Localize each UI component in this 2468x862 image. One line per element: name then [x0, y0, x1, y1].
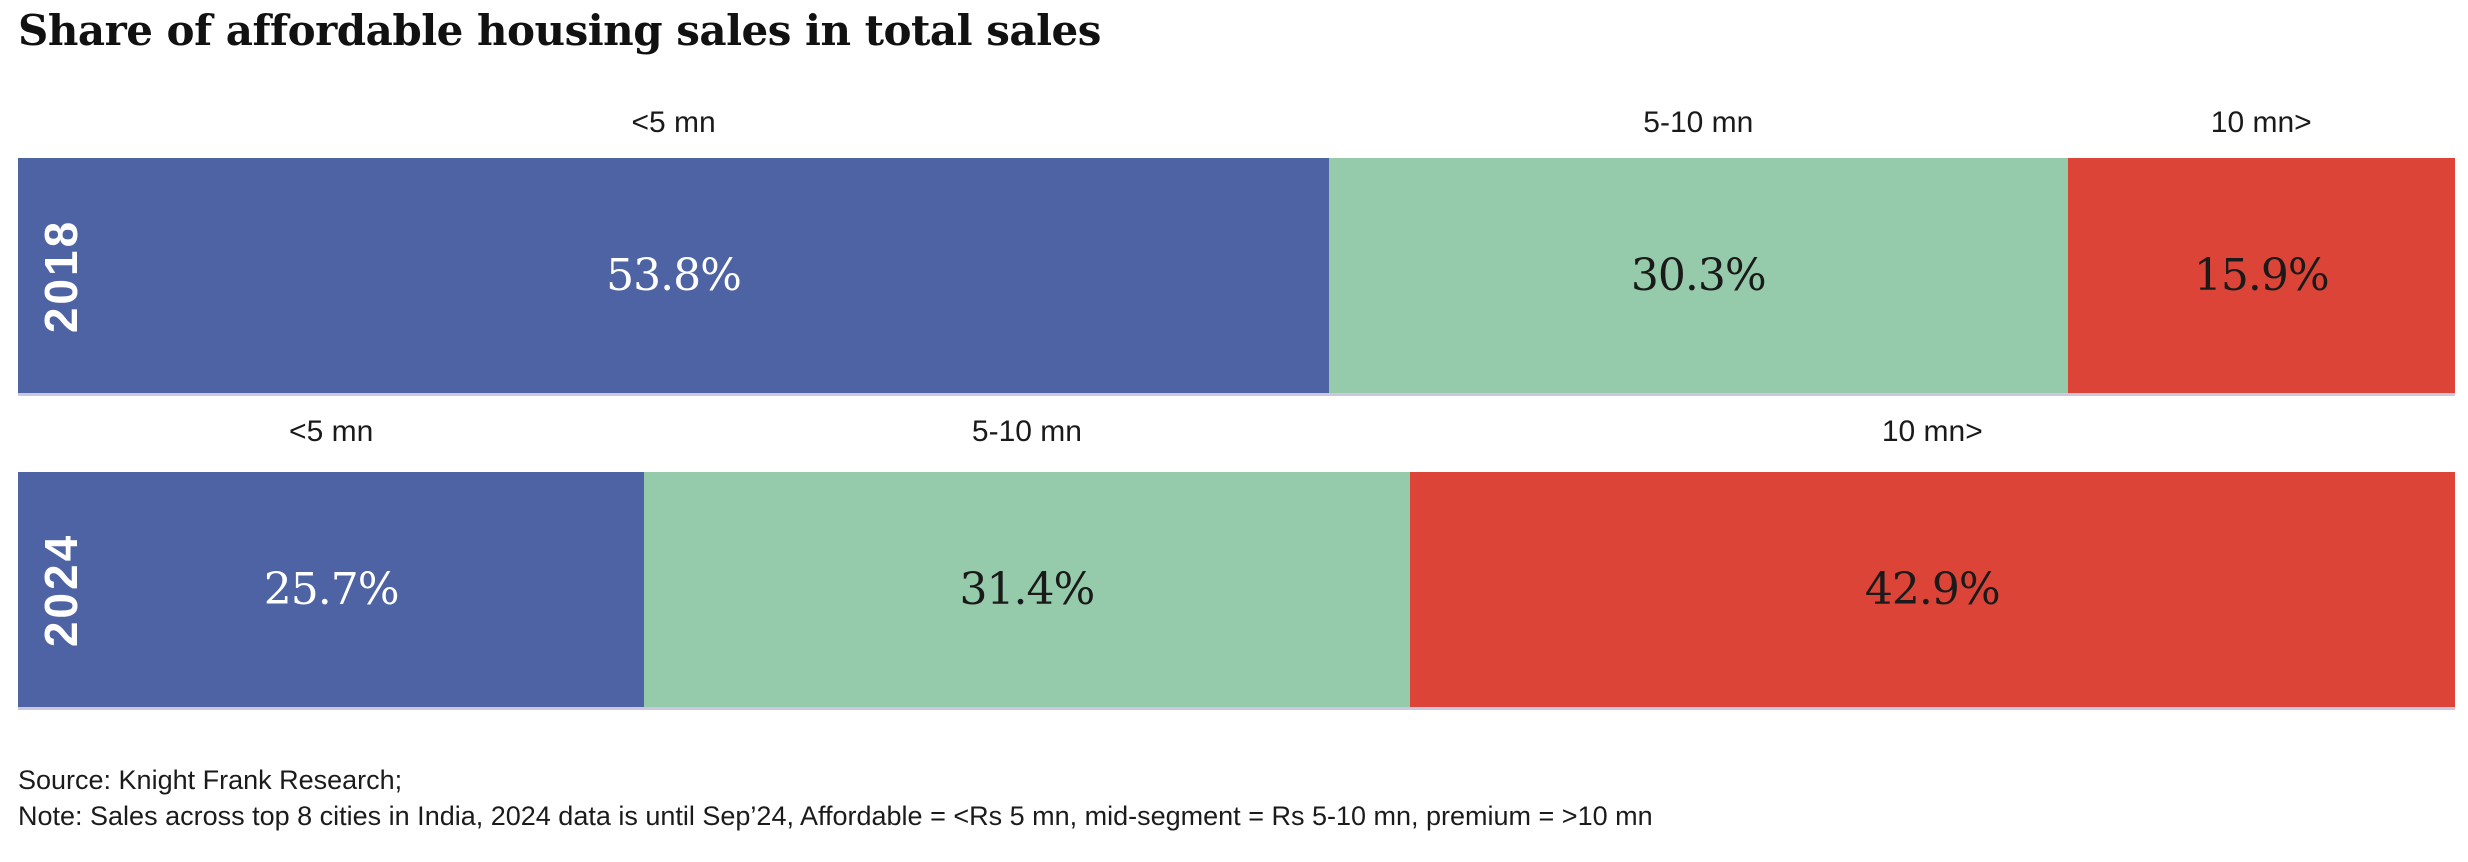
- segment-value-label: 15.9%: [2193, 250, 2330, 301]
- bar-segment: 42.9%: [1409, 472, 2455, 707]
- chart-area: <5 mn 5-10 mn 10 mn> 53.8% 30.3% 15.9% 2018 <5 …: [18, 106, 2455, 710]
- year-label: 2024: [35, 532, 87, 647]
- bucket-label: <5 mn: [631, 106, 716, 139]
- chart-title: Share of affordable housing sales in tot…: [18, 6, 1101, 55]
- segment-value-label: 25.7%: [263, 564, 400, 615]
- bucket-label-row-2024: <5 mn 5-10 mn 10 mn>: [18, 415, 2455, 449]
- bar-segment: 30.3%: [1329, 158, 2068, 393]
- source-note: Source: Knight Frank Research;: [18, 765, 403, 795]
- chart-footnotes: Source: Knight Frank Research; Note: Sal…: [18, 762, 2468, 834]
- bar-segment: 15.9%: [2067, 158, 2455, 393]
- year-band-2018: <5 mn 5-10 mn 10 mn> 53.8% 30.3% 15.9% 2018: [18, 106, 2455, 396]
- bucket-label: 10 mn>: [1881, 415, 1983, 448]
- bar-segment: 31.4%: [644, 472, 1410, 707]
- segment-value-label: 42.9%: [1864, 564, 2001, 615]
- year-band-2024: <5 mn 5-10 mn 10 mn> 25.7% 31.4% 42.9% 2024: [18, 415, 2455, 710]
- chart-page: Share of affordable housing sales in tot…: [0, 8, 2468, 862]
- bucket-label: 5-10 mn: [971, 415, 1082, 448]
- year-label: 2018: [35, 218, 87, 333]
- bucket-label: 10 mn>: [2210, 106, 2312, 139]
- bucket-label: 5-10 mn: [1643, 106, 1754, 139]
- stacked-bar-2018: 53.8% 30.3% 15.9% 2018: [18, 158, 2455, 396]
- bucket-label-row-2018: <5 mn 5-10 mn 10 mn>: [18, 106, 2455, 140]
- bar-segment: 25.7%: [18, 472, 645, 707]
- bar-segment: 53.8%: [18, 158, 1330, 393]
- stacked-bar-2024: 25.7% 31.4% 42.9% 2024: [18, 472, 2455, 710]
- segment-value-label: 30.3%: [1630, 250, 1767, 301]
- segment-value-label: 31.4%: [959, 564, 1096, 615]
- bucket-label: <5 mn: [289, 415, 374, 448]
- segment-value-label: 53.8%: [606, 250, 742, 301]
- methodology-note: Note: Sales across top 8 cities in India…: [18, 801, 1653, 831]
